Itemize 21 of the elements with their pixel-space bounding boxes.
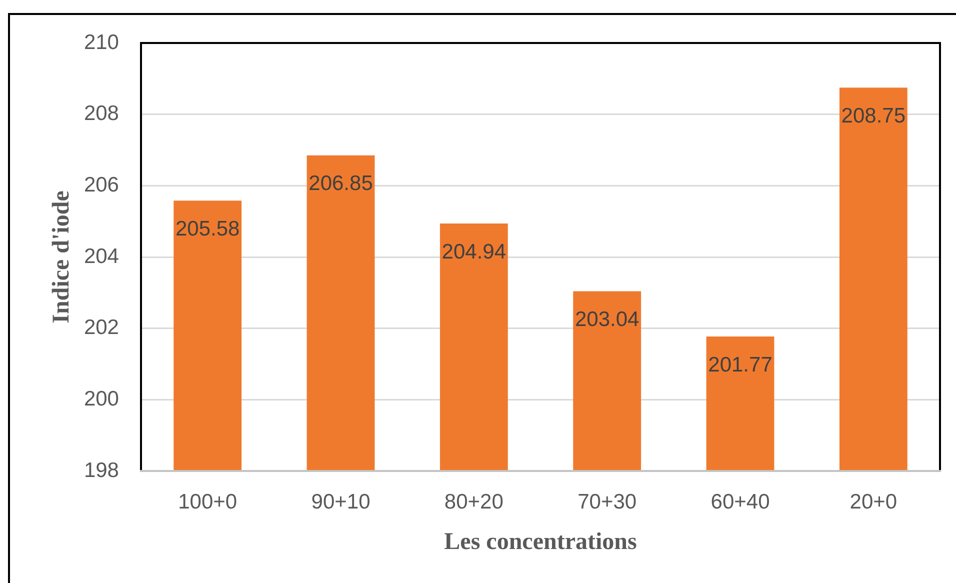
- data-label: 201.77: [708, 353, 772, 376]
- data-label: 203.04: [574, 308, 640, 332]
- x-tick-label: 20+0: [850, 490, 898, 514]
- y-tick-label: 208: [84, 102, 119, 126]
- data-label: 208.75: [841, 104, 906, 128]
- x-tick-label: 100+0: [178, 490, 238, 514]
- y-tick-label: 200: [84, 387, 119, 410]
- data-label: 205.58: [175, 217, 240, 240]
- y-tick-label: 210: [84, 30, 119, 54]
- y-axis-title: Indice d'iode: [48, 190, 75, 324]
- y-tick-label: 204: [84, 244, 120, 268]
- y-tick-label: 202: [84, 316, 119, 340]
- data-label: 206.85: [308, 172, 373, 196]
- x-axis-title: Les concentrations: [444, 528, 637, 555]
- y-tick-label: 206: [84, 173, 119, 196]
- x-tick-label: 80+20: [444, 490, 504, 514]
- x-tick-label: 60+40: [710, 490, 770, 514]
- y-tick-label: 198: [84, 458, 119, 482]
- data-label: 204.94: [442, 240, 506, 264]
- x-tick-label: 70+30: [578, 490, 637, 514]
- x-tick-label: 90+10: [311, 490, 370, 514]
